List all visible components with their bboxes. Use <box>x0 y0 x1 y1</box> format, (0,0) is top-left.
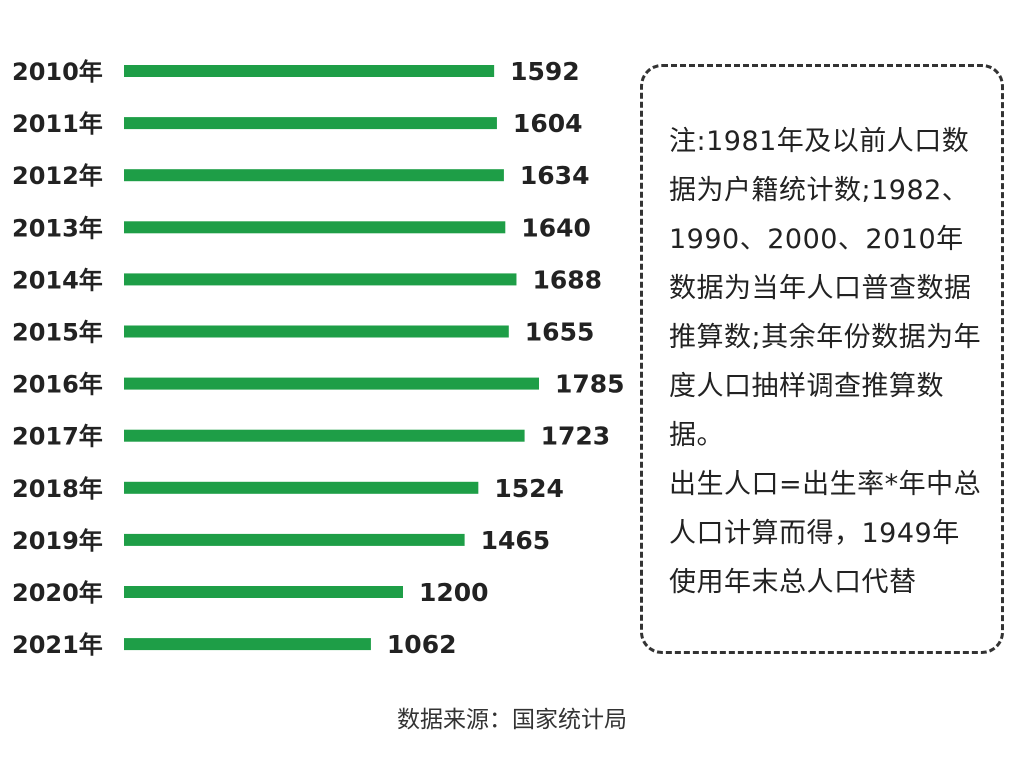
category-label: 2014年 <box>12 266 103 294</box>
value-label: 1688 <box>532 265 602 294</box>
category-label: 2015年 <box>12 319 103 347</box>
category-label: 2021年 <box>12 631 103 659</box>
bar <box>124 325 509 338</box>
bar <box>124 221 506 234</box>
value-label: 1655 <box>525 318 595 347</box>
value-label: 1200 <box>419 578 489 607</box>
note-box: 注:1981年及以前人口数据为户籍统计数;1982、1990、2000、2010… <box>640 64 1004 654</box>
category-label: 2016年 <box>12 371 103 399</box>
value-label: 1062 <box>387 630 457 659</box>
bar <box>124 481 479 494</box>
value-label: 1634 <box>520 161 590 190</box>
note-paragraph-1: 注:1981年及以前人口数据为户籍统计数;1982、1990、2000、2010… <box>669 126 982 451</box>
category-label: 2018年 <box>12 475 103 503</box>
value-label: 1524 <box>494 474 564 503</box>
source-caption: 数据来源：国家统计局 <box>397 707 627 733</box>
bar <box>124 65 495 77</box>
value-label: 1640 <box>521 213 591 242</box>
value-label: 1604 <box>513 109 583 138</box>
category-label: 2019年 <box>12 527 103 555</box>
value-label: 1785 <box>555 370 625 399</box>
category-label: 2010年 <box>12 58 103 86</box>
value-label: 1723 <box>541 422 611 451</box>
bar <box>124 117 497 130</box>
bar <box>124 533 465 546</box>
value-label: 1465 <box>481 526 551 555</box>
bar-chart: 2010年 2011年 2012年 2013年 2014年 2015年 2016年 2017年… <box>12 57 625 659</box>
bar <box>124 638 371 651</box>
category-labels: 2010年 2011年 2012年 2013年 2014年 2015年 2016年 2017年… <box>12 58 103 659</box>
value-labels: 1592 1604 1634 1640 1688 1655 1785 1723 1524 1465… <box>387 57 625 659</box>
bar <box>124 429 525 442</box>
note-paragraph-2: 出生人口=出生率*年中总人口计算而得，1949年使用年末总人口代替 <box>669 469 982 598</box>
bar <box>124 169 504 182</box>
category-label: 2011年 <box>12 110 103 138</box>
category-label: 2012年 <box>12 162 103 190</box>
bar <box>124 273 517 286</box>
bar <box>124 377 540 390</box>
category-label: 2013年 <box>12 214 103 242</box>
category-label: 2017年 <box>12 423 103 451</box>
bar <box>124 586 403 598</box>
category-label: 2020年 <box>12 579 103 607</box>
value-label: 1592 <box>510 57 580 86</box>
bars <box>124 65 540 651</box>
